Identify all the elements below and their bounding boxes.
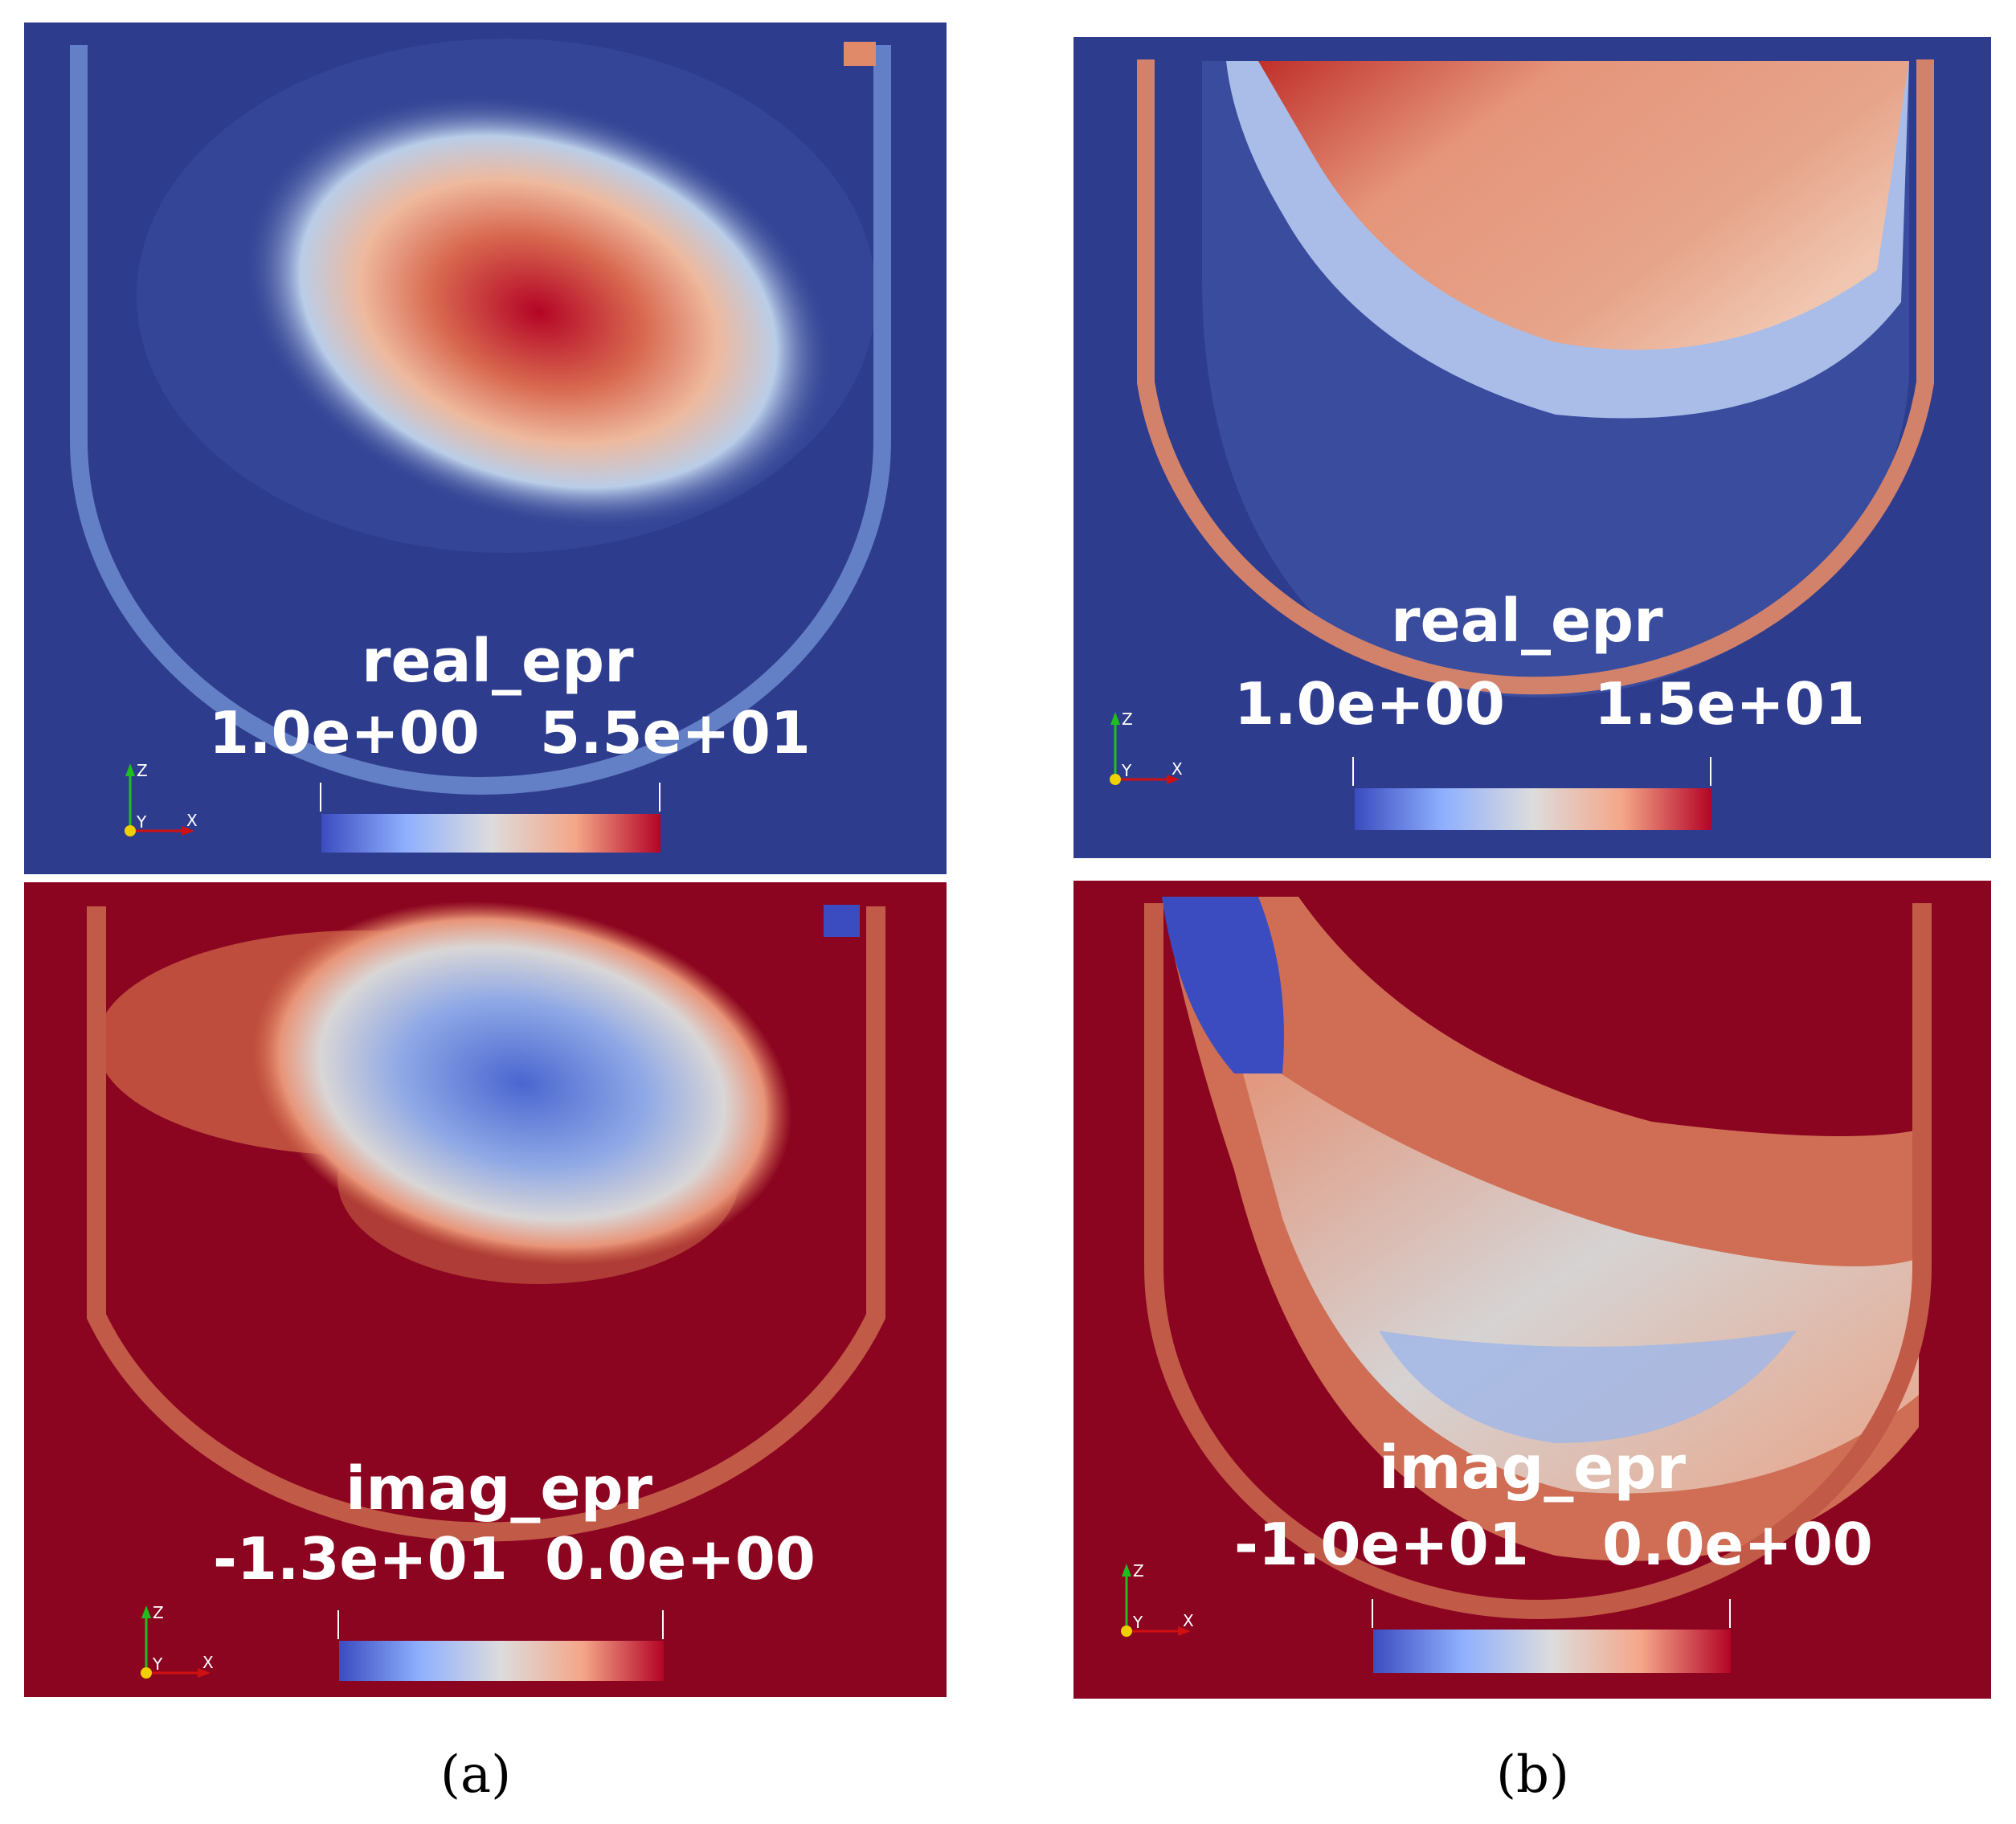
field-plot-a-real xyxy=(70,39,891,795)
axis-z-label: Z xyxy=(1122,710,1133,729)
orientation-axes: Z Y X xyxy=(141,1603,214,1679)
colorbar-tick-min xyxy=(320,783,321,812)
variable-title: real_epr xyxy=(362,627,634,696)
colorbar-tick-max xyxy=(1710,757,1711,786)
axis-y-label: Y xyxy=(136,812,147,832)
colorbar-tick-max xyxy=(662,1610,664,1639)
panel-a-imag: imag_epr -1.3e+01 0.0e+00 Z Y X xyxy=(24,882,947,1697)
colorbar-tick-min xyxy=(1352,757,1354,786)
range-max-label: 1.5e+01 xyxy=(1594,670,1865,738)
range-min-label: 1.0e+00 xyxy=(209,699,480,767)
colorbar xyxy=(1373,1630,1731,1673)
caption-a: (a) xyxy=(440,1745,512,1805)
colorbar xyxy=(1355,788,1711,830)
axis-z-label: Z xyxy=(1133,1561,1144,1581)
panel-a-real: real_epr 1.0e+00 5.5e+01 Z Y X xyxy=(24,22,947,874)
axis-x-label: X xyxy=(1183,1611,1194,1630)
range-min-label: 1.0e+00 xyxy=(1234,670,1505,738)
variable-title: imag_epr xyxy=(346,1454,653,1523)
colorbar xyxy=(339,1641,664,1681)
axis-z-label: Z xyxy=(153,1603,164,1622)
axis-x-label: X xyxy=(1172,759,1183,779)
orientation-axes: Z Y X xyxy=(1121,1561,1194,1637)
field-plot-b-imag xyxy=(1144,897,1932,1620)
range-max-label: 0.0e+00 xyxy=(1602,1511,1873,1578)
colorbar-tick-min xyxy=(1372,1599,1373,1628)
field-plot-a-imag xyxy=(87,901,885,1542)
axis-y-label: Y xyxy=(152,1654,163,1674)
axis-x-label: X xyxy=(202,1653,214,1672)
range-max-label: 5.5e+01 xyxy=(540,699,811,767)
range-max-label: 0.0e+00 xyxy=(545,1525,816,1593)
axis-y-label: Y xyxy=(1132,1613,1143,1632)
panel-b-imag: imag_epr -1.0e+01 0.0e+00 Z Y X xyxy=(1073,881,1991,1699)
colorbar-tick-min xyxy=(337,1610,339,1639)
colorbar-tick-max xyxy=(659,783,660,812)
axis-z-label: Z xyxy=(137,761,148,780)
variable-title: real_epr xyxy=(1391,587,1663,656)
axis-y-label: Y xyxy=(1121,761,1132,780)
range-min-label: -1.3e+01 xyxy=(213,1525,508,1593)
variable-title: imag_epr xyxy=(1379,1433,1687,1503)
field-plot-b-real xyxy=(1137,59,1934,697)
colorbar-tick-max xyxy=(1729,1599,1731,1628)
axis-x-label: X xyxy=(186,811,198,830)
colorbar xyxy=(321,814,660,853)
range-min-label: -1.0e+01 xyxy=(1234,1511,1529,1578)
caption-b: (b) xyxy=(1496,1745,1569,1805)
orientation-axes: Z Y X xyxy=(125,761,198,836)
orientation-axes: Z Y X xyxy=(1110,710,1183,785)
panel-b-real: real_epr 1.0e+00 1.5e+01 Z Y X xyxy=(1073,37,1991,858)
